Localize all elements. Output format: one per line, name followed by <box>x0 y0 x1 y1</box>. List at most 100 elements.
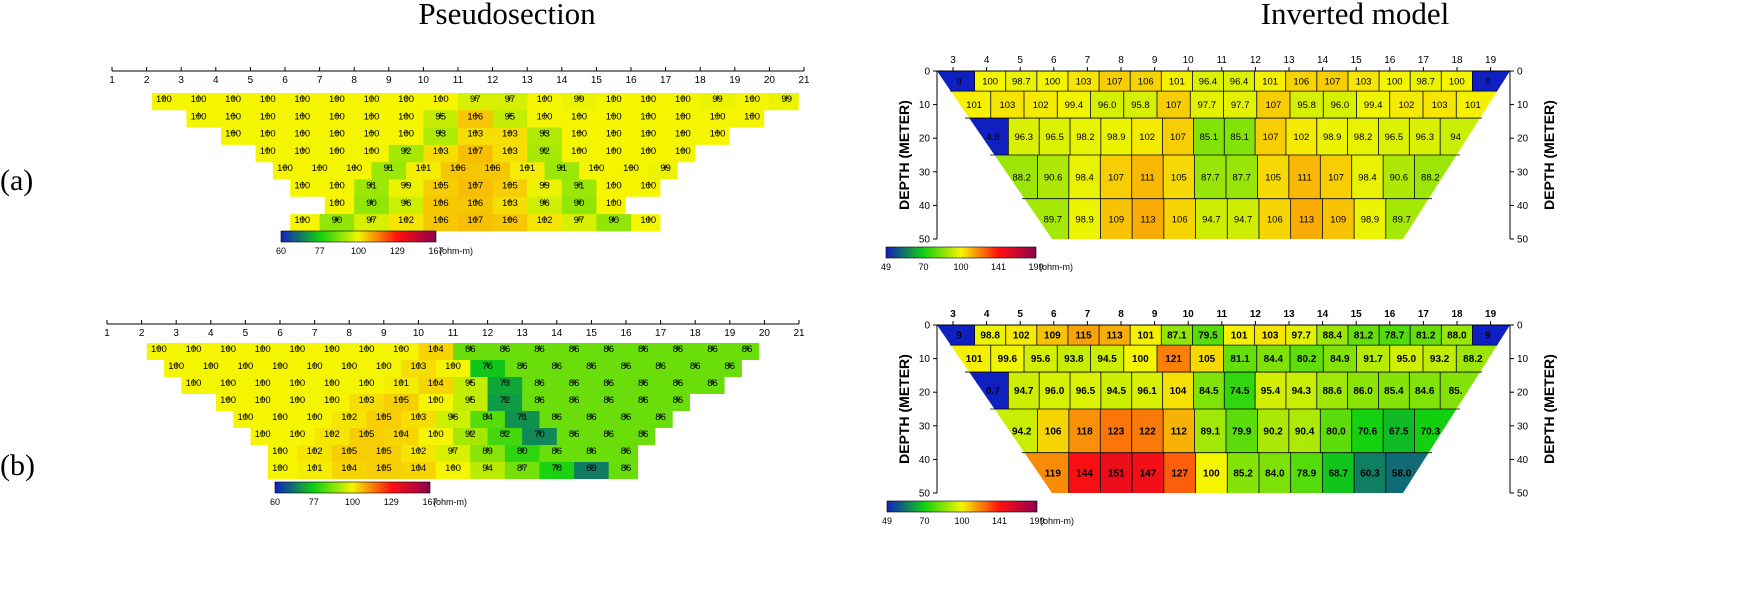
pseudosection-b-value-label: 86 <box>725 361 736 372</box>
pseudosection-b-value-label: 76 <box>482 361 493 372</box>
pseudosection-b-value-label: 86 <box>673 395 684 406</box>
inverted-model-b-colorbar-tick: 70 <box>919 516 929 526</box>
pseudosection-a-cell <box>665 127 701 146</box>
inverted-model-b-value-label: 144 <box>1076 468 1093 479</box>
pseudosection-b-cell <box>228 360 264 378</box>
pseudosection-a-value-label: 92 <box>401 146 412 157</box>
inverted-model-b-value-label: 93.2 <box>1430 354 1450 365</box>
pseudosection-b-cell <box>695 377 731 395</box>
inverted-model-b-value-label: 147 <box>1140 468 1157 479</box>
pseudosection-b-point-mark <box>467 345 474 351</box>
pseudosection-a-value-label: 100 <box>329 94 345 105</box>
pseudosection-b-cell <box>349 428 385 446</box>
pseudosection-a-value-label: 100 <box>606 111 622 122</box>
pseudosection-b-cell <box>487 343 523 361</box>
pseudosection-b-axis-tick-label: 8 <box>346 328 352 339</box>
pseudosection-b-cell <box>262 462 298 479</box>
inverted-model-a-cell <box>1100 155 1133 200</box>
inverted-model-a-colorbar-tick: 100 <box>953 262 968 272</box>
pseudosection-b-cell <box>591 428 627 446</box>
inverted-model-b-colorbar-tick: 49 <box>882 516 892 526</box>
pseudosection-a-cell <box>319 179 355 198</box>
inverted-model-a-cell <box>1354 198 1387 239</box>
pseudosection-b-value-label: 86 <box>552 361 563 372</box>
inverted-model-a-cell <box>1223 71 1256 92</box>
inverted-model-b-value-label: 102 <box>1013 331 1030 342</box>
pseudosection-a-value-label: 95 <box>505 111 516 122</box>
inverted-model-b-value-label: 94.5 <box>1097 354 1117 365</box>
inverted-model-a-cell <box>1356 91 1391 119</box>
pseudosection-b-point-mark <box>623 413 629 419</box>
inverted-model-b-y-tick-label: 40 <box>1517 455 1529 466</box>
pseudosection-a-point-mark <box>576 129 583 136</box>
pseudosection-b-point-mark <box>346 362 353 368</box>
pseudosection-a-value-label: 100 <box>294 215 310 226</box>
pseudosection-a-point-mark <box>576 112 583 119</box>
pseudosection-b-point-mark <box>726 362 733 368</box>
pseudosection-a-value-label: 100 <box>606 94 622 105</box>
pseudosection-a-cell <box>492 214 528 232</box>
inverted-model-b-value-label: 81.1 <box>1230 354 1250 365</box>
pseudosection-a-value-label: 100 <box>640 215 656 226</box>
pseudosection-a-cell <box>734 110 770 129</box>
pseudosection-a-cell <box>406 162 442 181</box>
pseudosection-b-point-mark <box>415 413 422 419</box>
inverted-model-b-colorbar-tick: 141 <box>992 516 1007 526</box>
pseudosection-b-point-mark <box>709 379 716 385</box>
pseudosection-a-point-mark <box>541 181 548 188</box>
pseudosection-a-cell <box>475 162 511 181</box>
pseudosection-b-colorbar-tick: 60 <box>270 497 280 507</box>
pseudosection-a-value-label: 100 <box>294 146 310 157</box>
pseudosection-a-axis-tick-label: 14 <box>556 75 568 86</box>
pseudosection-a-point-mark <box>610 95 617 101</box>
pseudosection-a-value-label: 103 <box>502 198 518 209</box>
pseudosection-a-colorbar <box>280 230 437 243</box>
pseudosection-a-point-mark <box>472 112 479 119</box>
inverted-model-b-value-label: 113 <box>1107 331 1124 342</box>
pseudosection-a-point-mark <box>230 129 237 136</box>
inverted-model-b-cell <box>1193 372 1225 410</box>
pseudosection-a-point-mark <box>403 129 410 136</box>
inverted-model-b-cell <box>1100 452 1133 493</box>
row-label-b: (b) <box>0 449 35 482</box>
inverted-model-b-value-label: 96.1 <box>1137 386 1157 397</box>
pseudosection-a-cell <box>423 214 459 232</box>
inverted-model-a-y-tick-label: 10 <box>919 100 931 111</box>
inverted-model-b-value-label: 84.0 <box>1265 468 1285 479</box>
inverted-model-a-cell <box>1257 155 1290 200</box>
inverted-model-a-cell <box>1347 118 1380 156</box>
pseudosection-b-value-label: 100 <box>168 361 184 372</box>
pseudosection-a-cell <box>285 214 321 232</box>
inverted-model-a-cell <box>1285 71 1318 92</box>
inverted-model-b-value-label: 94.5 <box>1107 386 1127 397</box>
inverted-model-b-x-tick-label: 10 <box>1183 309 1195 320</box>
inverted-model-a-cell <box>1157 91 1191 119</box>
pseudosection-a-value-label: 100 <box>640 129 656 140</box>
pseudosection-a-point-mark <box>679 112 686 119</box>
inverted-model-b-value-label: 118 <box>1077 426 1094 437</box>
inverted-model-b-x-tick-label: 15 <box>1351 309 1363 320</box>
pseudosection-b-value-label: 94 <box>482 463 493 474</box>
pseudosection-a-point-mark <box>472 146 479 153</box>
pseudosection-b-point-mark <box>415 464 422 470</box>
inverted-model-a-value-label: 96.3 <box>1015 132 1034 143</box>
pseudosection-b-point-mark <box>501 396 508 402</box>
inverted-model-b-value-label: 85.2 <box>1233 468 1253 479</box>
pseudosection-a-value-label: 100 <box>156 94 172 105</box>
pseudosection-b-value-label: 100 <box>324 395 340 406</box>
inverted-model-a-cell <box>1254 71 1287 92</box>
pseudosection-b-cell <box>504 445 541 463</box>
pseudosection-a-value-label: 99 <box>781 94 792 105</box>
pseudosection-b-point-mark <box>311 362 318 368</box>
pseudosection-a-axis-tick-label: 9 <box>386 75 392 86</box>
inverted-model-a-cell <box>1226 155 1259 200</box>
inverted-model-a-value-label: 94 <box>1450 132 1461 143</box>
pseudosection-b-value-label: 86 <box>586 361 597 372</box>
pseudosection-b-value-label: 70 <box>534 429 545 440</box>
pseudosection-b-point-mark <box>207 362 214 368</box>
pseudosection-a-point-mark <box>385 164 392 171</box>
pseudosection-b-point-mark <box>536 379 543 385</box>
pseudosection-b-value-label: 102 <box>324 429 340 440</box>
pseudosection-b-value-label: 100 <box>445 463 461 474</box>
